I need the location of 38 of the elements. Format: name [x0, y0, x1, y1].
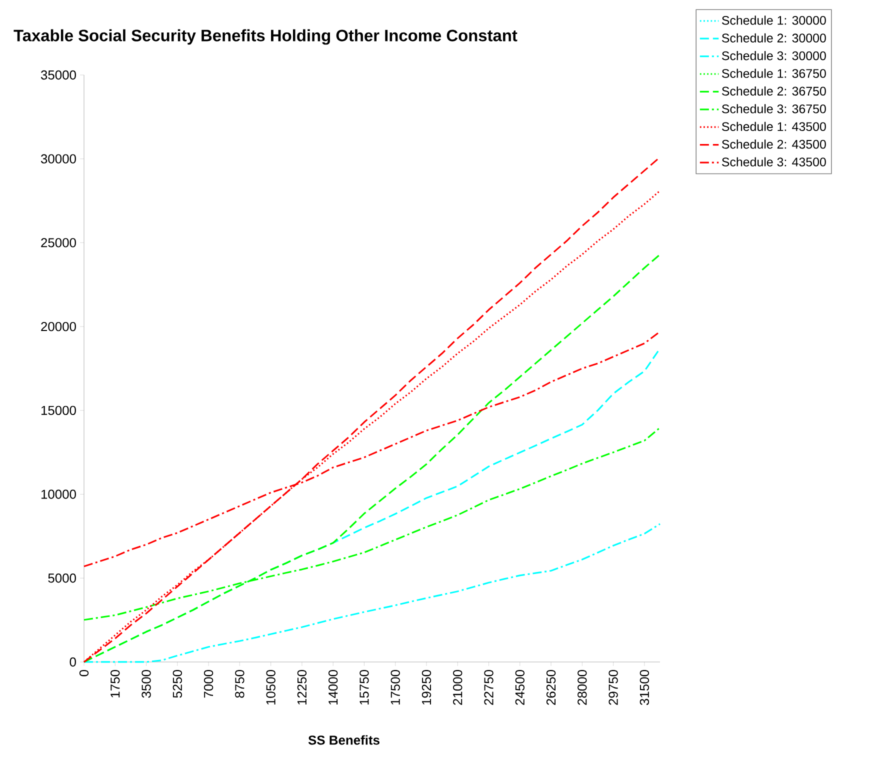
y-tick-label: 15000 — [41, 406, 76, 415]
y-tick-label: 0 — [70, 657, 76, 667]
y-tick-label: 10000 — [41, 490, 76, 499]
x-tick-label: 31500 — [640, 670, 650, 706]
x-tick-label: 26250 — [546, 670, 556, 705]
x-tick-label: 0 — [79, 670, 89, 676]
x-tick-label: 1750 — [110, 670, 120, 698]
legend-label: Schedule 3: 43500 — [722, 157, 826, 166]
chart-title: Taxable Social Security Benefits Holding Other Income Constant — [14, 29, 518, 45]
x-tick-label: 29750 — [608, 670, 618, 705]
x-tick-label: 17500 — [390, 670, 400, 705]
x-axis-title: SS Benefits — [308, 735, 380, 745]
x-tick-label: 22750 — [484, 670, 494, 705]
x-tick-label: 8750 — [235, 670, 244, 698]
x-tick-label: 14000 — [328, 670, 338, 705]
legend-label: Schedule 2: 36750 — [722, 86, 826, 96]
x-tick-label: 24500 — [515, 670, 524, 705]
y-tick-label: 20000 — [41, 322, 76, 332]
y-tick-label: 30000 — [40, 154, 76, 164]
legend-label: Schedule 2: 43500 — [722, 140, 826, 149]
legend-label: Schedule 1: 36750 — [722, 68, 826, 78]
legend-label: Schedule 2: 30000 — [722, 33, 826, 42]
x-tick-label: 12250 — [297, 670, 307, 705]
legend-label: Schedule 1: 43500 — [722, 122, 826, 131]
x-tick-label: 28000 — [578, 670, 587, 705]
y-tick-label: 5000 — [48, 574, 76, 583]
x-tick-label: 3500 — [142, 670, 151, 698]
y-tick-label: 25000 — [41, 238, 76, 248]
legend-label: Schedule 1: 30000 — [722, 16, 826, 25]
x-tick-label: 5250 — [172, 670, 182, 698]
x-tick-label: 21000 — [453, 670, 462, 705]
y-tick-label: 35000 — [40, 70, 76, 80]
legend-label: Schedule 3: 36750 — [722, 104, 826, 114]
x-tick-label: 7000 — [204, 670, 214, 698]
legend-label: Schedule 3: 30000 — [722, 51, 826, 60]
x-tick-label: 15750 — [360, 670, 369, 705]
x-tick-label: 10500 — [266, 670, 276, 705]
x-tick-label: 19250 — [422, 670, 432, 705]
